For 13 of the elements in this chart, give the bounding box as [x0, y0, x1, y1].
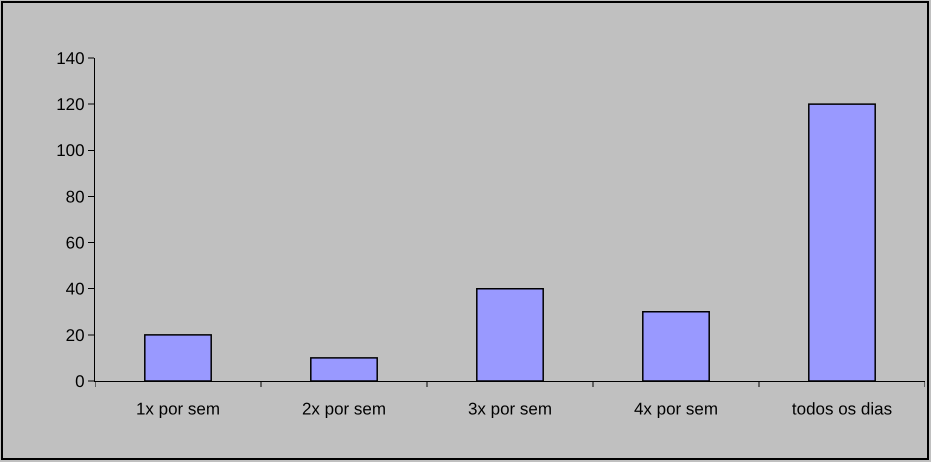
y-tick-label: 140	[56, 48, 85, 68]
y-tick-label: 0	[75, 372, 85, 391]
y-tick-label: 60	[66, 234, 85, 253]
y-tick-label: 120	[56, 95, 85, 114]
y-tick-label: 40	[66, 280, 85, 299]
y-tick-label: 80	[66, 187, 85, 206]
x-tick-label: 2x por sem	[302, 399, 386, 418]
y-tick-label: 20	[66, 326, 85, 345]
y-tick-label: 100	[56, 141, 85, 160]
x-tick-label: 1x por sem	[136, 399, 220, 418]
x-tick-label: todos os dias	[792, 399, 892, 418]
x-tick-label: 3x por sem	[468, 399, 552, 418]
x-tick-label: 4x por sem	[634, 399, 718, 418]
